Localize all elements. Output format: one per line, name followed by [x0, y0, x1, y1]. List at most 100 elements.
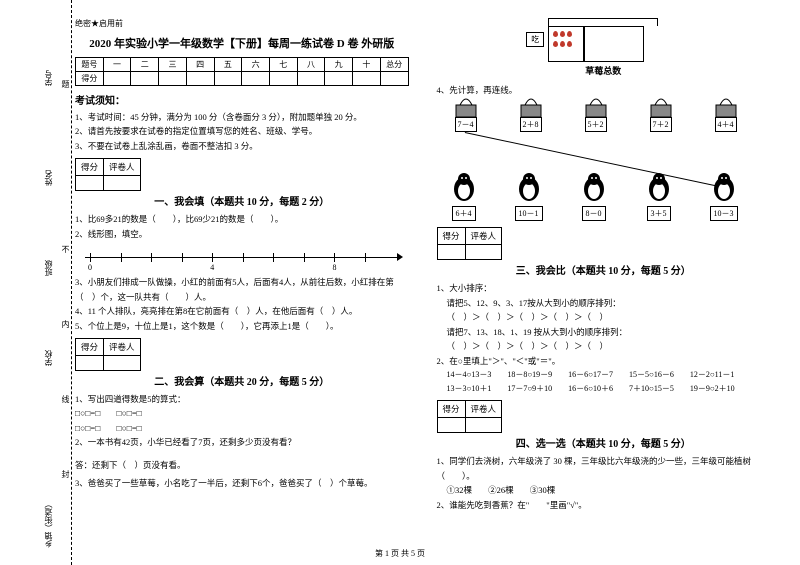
gift-3: 5＋2 — [572, 97, 620, 132]
gift-icon — [711, 97, 741, 119]
p3-q1c: （ ）＞（ ）＞（ ）＞（ ）＞（ ） — [437, 310, 771, 324]
p1-q4: 4、11 个人排队，亮亮排在第8在它前面有（ ）人，在他后面有（ ）人。 — [75, 304, 409, 318]
numline-tick — [121, 253, 122, 262]
bind-hint-3: 内 — [60, 320, 71, 328]
gift-1: 7－4 — [442, 97, 490, 132]
matching-diagram: 7－4 2＋8 5＋2 7＋2 4＋4 6＋ — [437, 97, 771, 222]
page-footer: 第 1 页 共 5 页 — [0, 548, 800, 559]
numline-tick — [182, 253, 183, 262]
bind-hint-6: 题 — [60, 80, 71, 88]
numline-tick — [243, 253, 244, 262]
grader-score: 得分 — [76, 159, 104, 176]
bind-field-township: 乡镇（街道） — [43, 500, 54, 548]
score-h-9: 九 — [325, 58, 353, 72]
p3-q1a: 1、大小排序： — [437, 281, 771, 295]
numline-tick — [151, 253, 152, 262]
bind-field-class: 班级 — [43, 260, 54, 276]
strawberry-icon — [553, 31, 558, 37]
penguin-2: 10－1 — [507, 172, 551, 221]
p2-blanks: □○□=□ □○□=□ — [75, 406, 409, 420]
confidential-label: 绝密★启用前 — [75, 18, 409, 29]
gift-5: 4＋4 — [702, 97, 750, 132]
penguin-5: 10－3 — [702, 172, 746, 221]
numline-tick — [90, 253, 91, 262]
grader-box-2: 得分评卷人 — [75, 338, 141, 371]
gift-icon — [581, 97, 611, 119]
p3-q1e: （ ）＞（ ）＞（ ）＞（ ）＞（ ） — [437, 339, 771, 353]
bracket-icon — [548, 18, 658, 26]
penguin-icon — [710, 172, 738, 202]
part2-title: 二、我会算（本题共 20 分，每题 5 分） — [75, 373, 409, 388]
p2-q3: 3、爸爸买了一些草莓，小名吃了一半后，还剩下6个，爸爸买了（ ）个草莓。 — [75, 476, 409, 490]
score-row-label: 得分 — [76, 72, 104, 86]
p2-q1: 1、写出四道得数是5的算式： — [75, 392, 409, 406]
gift-2: 2＋8 — [507, 97, 555, 132]
penguin-icon — [645, 172, 673, 202]
bind-hint-4: 不 — [60, 245, 71, 253]
strawberry-eaten-box — [548, 26, 584, 62]
score-h-10: 十 — [353, 58, 381, 72]
notice-1: 1、考试时间：45 分钟，满分为 100 分（含卷面分 3 分），附加题单独 2… — [75, 110, 409, 124]
penguin-1: 6＋4 — [442, 172, 486, 221]
penguin-icon — [450, 172, 478, 202]
p1-q2: 2、线形图，填空。 — [75, 227, 409, 241]
bind-field-name: 姓名 — [43, 170, 54, 186]
p3-q2b: 14－4○13－3 18－8○19－9 16－6○17－7 15－5○16－6 … — [437, 368, 771, 382]
penguin-4: 3＋5 — [637, 172, 681, 221]
score-h-3: 三 — [159, 58, 187, 72]
p2-blanks2: □○□=□ □○□=□ — [75, 421, 409, 435]
part4-title: 四、选一选（本题共 10 分，每题 5 分） — [437, 435, 771, 450]
p3-q2a: 2、在○里填上"＞"、"＜"或"＝"。 — [437, 354, 771, 368]
page: 绝密★启用前 2020 年实验小学一年级数学【下册】每周一练试卷 D 卷 外研版… — [0, 0, 800, 565]
gift-icon — [451, 97, 481, 119]
numline-tick — [273, 253, 274, 262]
notice-2: 2、请首先按要求在试卷的指定位置填写您的姓名、班级、学号。 — [75, 124, 409, 138]
score-h-2: 二 — [131, 58, 159, 72]
penguin-icon — [580, 172, 608, 202]
part3-title: 三、我会比（本题共 10 分，每题 5 分） — [437, 262, 771, 277]
penguin-icon — [515, 172, 543, 202]
score-h-1: 一 — [103, 58, 131, 72]
numline-label: 4 — [210, 263, 214, 272]
gift-icon — [646, 97, 676, 119]
strawberry-caption: 草莓总数 — [437, 64, 771, 77]
score-h-5: 五 — [214, 58, 242, 72]
number-line: 048 — [75, 245, 409, 271]
numline-tick — [334, 253, 335, 262]
grader-box-1: 得分评卷人 — [75, 158, 141, 191]
grader-box-3: 得分评卷人 — [437, 227, 503, 260]
score-h-8: 八 — [297, 58, 325, 72]
p2-q4: 4、先计算，再连线。 — [437, 83, 771, 97]
numline-tick — [212, 253, 213, 262]
score-h-11: 总分 — [380, 58, 408, 72]
score-h-7: 七 — [269, 58, 297, 72]
p1-q3: 3、小朋友们排成一队做操，小红的前面有5人，后面有4人，从前往后数，小红排在第（… — [75, 275, 409, 304]
grader-person: 评卷人 — [104, 159, 141, 176]
score-table: 题号 一 二 三 四 五 六 七 八 九 十 总分 得分 — [75, 57, 409, 86]
score-h-0: 题号 — [76, 58, 104, 72]
p1-q5: 5、个位上是9，十位上是1，这个数是（ ），它再添上1是（ ）。 — [75, 319, 409, 333]
p3-q1d: 请把7、13、18、1、19 按从大到小的顺序排列： — [437, 325, 771, 339]
bind-field-school: 学校 — [43, 350, 54, 366]
bind-hint-1: 封 — [60, 470, 71, 478]
gift-icon — [516, 97, 546, 119]
p3-q2c: 13－3○10＋1 17－7○9＋10 16－6○10＋6 7＋10○15－5 … — [437, 382, 771, 396]
strawberry-remain-box — [584, 26, 644, 62]
bind-hint-2: 线 — [60, 395, 71, 403]
score-h-4: 四 — [186, 58, 214, 72]
numline-label: 8 — [332, 263, 336, 272]
notice-title: 考试须知： — [75, 92, 409, 107]
p1-q1: 1、比69多21的数是（ ），比69少21的数是（ ）。 — [75, 212, 409, 226]
left-column: 绝密★启用前 2020 年实验小学一年级数学【下册】每周一练试卷 D 卷 外研版… — [75, 18, 409, 555]
score-h-6: 六 — [242, 58, 270, 72]
p3-q1b: 请把5、12、9、3、17按从大到小的顺序排列： — [437, 296, 771, 310]
numline-axis — [85, 257, 399, 258]
grader-box-4: 得分评卷人 — [437, 400, 503, 433]
p4-q2: 2、谁能先吃到香蕉？在" "里画"√"。 — [437, 498, 771, 512]
p4-opts: ①32棵 ②26棵 ③30棵 — [437, 483, 771, 497]
notice-3: 3、不要在试卷上乱涂乱画，卷面不整洁扣 3 分。 — [75, 139, 409, 153]
bind-field-id: 学号 — [43, 70, 54, 86]
right-column: 吃 草莓总数 4、先计算，再连线。 7－4 2＋8 5＋2 — [437, 18, 771, 555]
penguin-3: 8－0 — [572, 172, 616, 221]
numline-tick — [365, 253, 366, 262]
